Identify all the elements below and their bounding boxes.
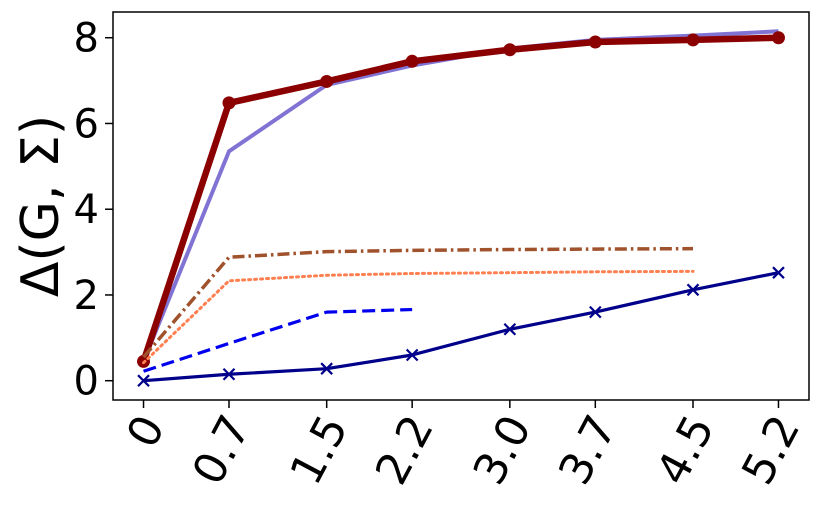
data-point <box>137 374 150 387</box>
y-tick-label: 4 <box>74 187 99 233</box>
data-point <box>686 33 700 47</box>
data-point <box>405 54 419 68</box>
y-tick-label: 2 <box>74 273 99 319</box>
x-tick-label: 3.7 <box>549 407 627 493</box>
series-line <box>142 246 694 359</box>
data-point <box>771 31 785 45</box>
x-tick-label: 3.0 <box>464 407 542 493</box>
plot-frame <box>112 11 810 401</box>
series-4 <box>142 269 695 365</box>
series-line <box>140 34 779 363</box>
data-point <box>222 96 236 110</box>
data-point <box>589 305 602 319</box>
x-tick-label: 4.5 <box>647 407 725 493</box>
y-axis-label: Δ(G, Σ) <box>11 115 71 297</box>
x-axis: 0 0.7 1.5 2.2 3.0 3.7 4.5 5.2 <box>117 400 810 493</box>
x-tick-label: 2.2 <box>366 407 444 493</box>
data-point <box>320 74 334 88</box>
data-point <box>503 322 517 336</box>
data-point <box>772 266 785 279</box>
y-tick-label: 0 <box>74 359 99 405</box>
data-point <box>222 367 236 381</box>
series-line <box>143 271 779 383</box>
y-tick-label: 8 <box>74 16 99 62</box>
y-axis: 0 2 4 6 8 <box>74 16 113 405</box>
series-6 <box>137 266 785 387</box>
x-tick-label: 5.2 <box>732 407 810 493</box>
data-point <box>686 283 700 297</box>
data-point <box>503 43 517 57</box>
series-line <box>141 29 779 363</box>
data-point <box>405 348 419 362</box>
series-line <box>143 307 413 373</box>
series-1 <box>141 29 779 363</box>
x-tick-label: 0.7 <box>183 407 261 493</box>
series-3 <box>142 246 694 359</box>
y-tick-label: 6 <box>74 101 99 147</box>
series-2 <box>137 31 785 368</box>
data-point <box>320 362 333 375</box>
data-point <box>588 35 602 49</box>
series-layer <box>137 29 785 387</box>
x-tick-label: 0 <box>117 407 175 456</box>
series-line <box>142 269 695 365</box>
x-tick-label: 1.5 <box>281 407 359 493</box>
series-5 <box>143 307 413 373</box>
